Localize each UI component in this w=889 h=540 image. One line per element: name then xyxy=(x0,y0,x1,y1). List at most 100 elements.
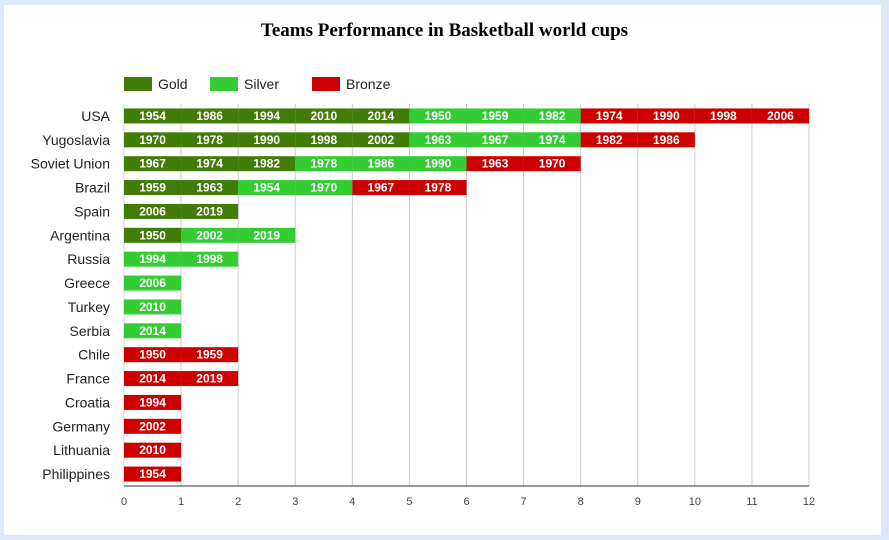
bar-data-label: 2006 xyxy=(139,276,166,290)
bar-segment xyxy=(523,132,581,148)
bar-data-label: 1982 xyxy=(596,133,623,147)
bar-data-label: 1959 xyxy=(482,109,509,123)
bar-segment xyxy=(352,180,410,196)
x-tick-label: 10 xyxy=(689,496,701,508)
bar-data-label: 2019 xyxy=(253,228,280,242)
bar-segment xyxy=(181,108,239,124)
category-label: Greece xyxy=(64,275,110,291)
bar-segment xyxy=(466,108,524,124)
bar-data-label: 1959 xyxy=(196,348,223,362)
legend-entry: Gold xyxy=(158,76,188,92)
bar-data-label: 1982 xyxy=(253,157,280,171)
bar-data-label: 1970 xyxy=(310,181,337,195)
bar-data-label: 1978 xyxy=(310,157,337,171)
bar-data-label: 1954 xyxy=(253,181,280,195)
bar-data-label: 1959 xyxy=(139,181,166,195)
bar-data-label: 1974 xyxy=(539,133,566,147)
bar-data-label: 2002 xyxy=(368,133,395,147)
bar-data-label: 2002 xyxy=(139,419,166,433)
bar-data-label: 1990 xyxy=(653,109,680,123)
bar-data-label: 1986 xyxy=(653,133,680,147)
category-label: Croatia xyxy=(65,394,110,410)
bar-segment xyxy=(409,132,467,148)
bar-data-label: 2014 xyxy=(139,372,166,386)
bar-data-label: 1950 xyxy=(425,109,452,123)
bar-data-label: 1963 xyxy=(196,181,223,195)
bar-data-label: 1994 xyxy=(139,395,166,409)
category-label: Spain xyxy=(74,203,110,219)
bar-segment xyxy=(409,180,467,196)
bar-data-label: 2014 xyxy=(368,109,395,123)
bar-data-label: 1954 xyxy=(139,467,166,481)
bar-segment xyxy=(751,108,809,124)
bar-segment xyxy=(181,156,239,172)
bar-segment xyxy=(124,323,182,339)
bar-data-label: 2006 xyxy=(139,204,166,218)
x-tick-label: 1 xyxy=(178,496,184,508)
category-label: Philippines xyxy=(42,466,110,482)
bar-segment xyxy=(238,227,296,243)
legend-entry: Bronze xyxy=(346,76,391,92)
x-tick-label: 11 xyxy=(746,496,757,508)
bar-data-label: 1950 xyxy=(139,348,166,362)
bar-segment xyxy=(409,108,467,124)
bar-data-label: 1978 xyxy=(425,181,452,195)
bar-segment xyxy=(181,251,239,267)
bar-data-label: 1963 xyxy=(425,133,452,147)
bar-data-label: 1974 xyxy=(596,109,623,123)
bar-segment xyxy=(124,203,182,219)
bar-segment xyxy=(238,180,296,196)
bar-data-label: 2014 xyxy=(139,324,166,338)
bar-data-label: 2019 xyxy=(196,372,223,386)
x-tick-label: 0 xyxy=(121,496,127,508)
x-tick-label: 12 xyxy=(803,496,815,508)
bar-segment xyxy=(124,251,182,267)
bar-segment xyxy=(523,108,581,124)
bar-data-label: 1994 xyxy=(253,109,280,123)
bar-segment xyxy=(694,108,752,124)
bar-data-label: 2006 xyxy=(767,109,794,123)
bar-segment xyxy=(295,180,353,196)
bar-segment xyxy=(580,132,638,148)
bar-data-label: 1990 xyxy=(425,157,452,171)
category-label: Lithuania xyxy=(53,442,110,458)
x-tick-label: 5 xyxy=(406,496,412,508)
category-label: USA xyxy=(81,108,110,124)
bar-segment xyxy=(124,418,182,434)
bar-data-label: 2010 xyxy=(139,443,166,457)
bar-segment xyxy=(124,156,182,172)
bar-segment xyxy=(124,108,182,124)
bar-segment xyxy=(580,108,638,124)
bar-segment xyxy=(124,371,182,387)
category-label: Yugoslavia xyxy=(42,132,110,148)
x-tick-label: 4 xyxy=(349,496,355,508)
bar-data-label: 1978 xyxy=(196,133,223,147)
bar-segment xyxy=(352,156,410,172)
x-tick-label: 8 xyxy=(578,496,584,508)
bar-data-label: 1990 xyxy=(253,133,280,147)
bar-segment xyxy=(238,156,296,172)
chart-title: Teams Performance in Basketball world cu… xyxy=(260,20,629,41)
bar-segment xyxy=(124,442,182,458)
bar-data-label: 2010 xyxy=(139,300,166,314)
bar-segment xyxy=(124,132,182,148)
category-label: Argentina xyxy=(50,227,110,243)
legend-swatch xyxy=(124,77,152,91)
bar-data-label: 1974 xyxy=(196,157,223,171)
bar-segment xyxy=(124,299,182,315)
bar-data-label: 1970 xyxy=(139,133,166,147)
bar-data-label: 1967 xyxy=(368,181,395,195)
bar-segment xyxy=(181,180,239,196)
x-tick-label: 9 xyxy=(635,496,641,508)
bar-segment xyxy=(295,132,353,148)
bar-data-label: 1994 xyxy=(139,252,166,266)
legend-entry: Silver xyxy=(244,76,279,92)
bar-segment xyxy=(124,394,182,410)
bar-segment xyxy=(181,227,239,243)
x-tick-label: 6 xyxy=(463,496,469,508)
bar-data-label: 1950 xyxy=(139,228,166,242)
x-tick-label: 7 xyxy=(521,496,527,508)
bar-segment xyxy=(124,347,182,363)
category-label: Turkey xyxy=(68,299,110,315)
